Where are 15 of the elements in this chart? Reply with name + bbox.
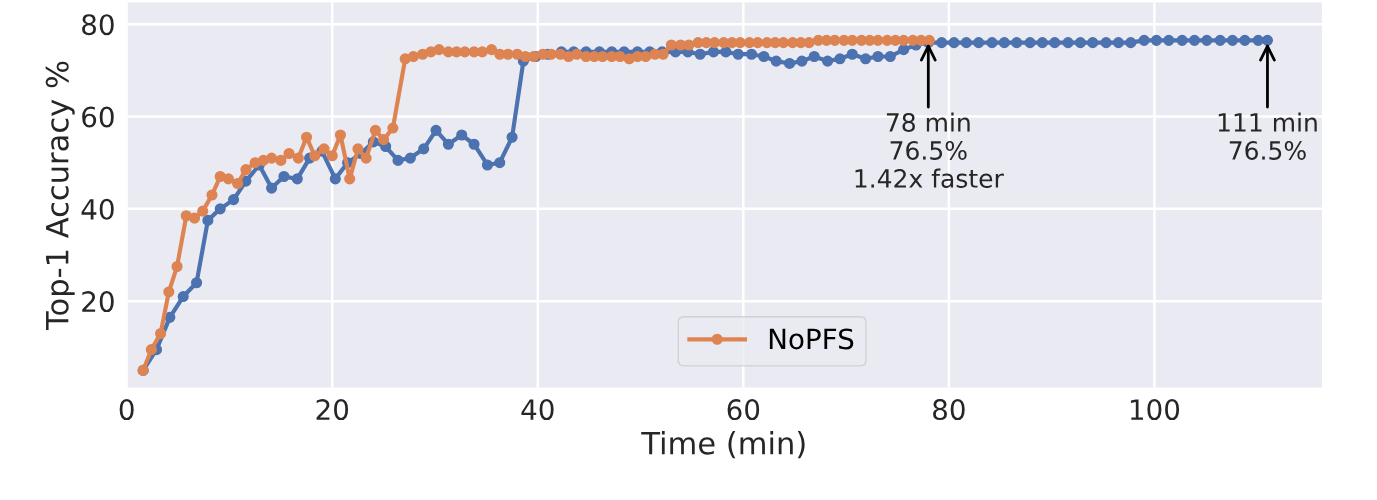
x-tick-label: 60 bbox=[727, 399, 760, 421]
y-tick-label: 80 bbox=[82, 14, 114, 36]
annotation: 78 min 76.5% 1.42x faster bbox=[855, 112, 1004, 188]
x-tick-label: 80 bbox=[933, 399, 965, 421]
y-tick-label: 60 bbox=[82, 106, 114, 128]
annotation: 111 min 76.5% bbox=[1218, 112, 1317, 160]
x-tick-label: 100 bbox=[1130, 399, 1180, 421]
y-tick-label: 20 bbox=[82, 291, 114, 313]
legend-label: NoPFS bbox=[769, 328, 854, 350]
y-tick-label: 40 bbox=[81, 198, 114, 220]
x-axis-title: Time (min) bbox=[641, 431, 805, 459]
x-tick-label: 40 bbox=[521, 399, 554, 421]
y-axis-title: Top-1 Accuracy % bbox=[45, 61, 75, 331]
x-tick-label: 0 bbox=[119, 399, 134, 421]
x-tick-label: 20 bbox=[316, 399, 349, 421]
